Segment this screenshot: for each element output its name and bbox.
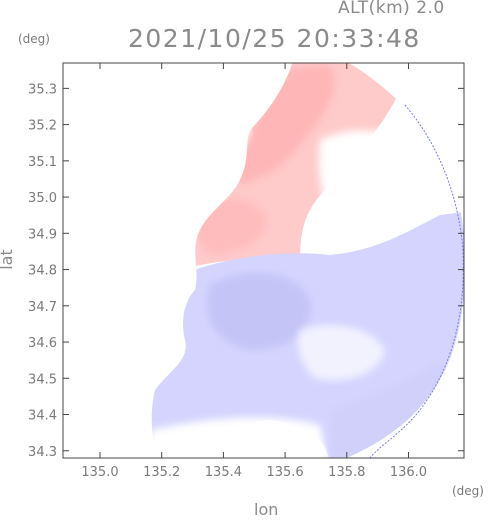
altitude-label: ALT(km) 2.0 <box>338 0 445 18</box>
y-tick-label: 34.7 <box>28 300 57 315</box>
y-tick-label: 34.5 <box>28 372 57 387</box>
y-tick-label: 35.0 <box>28 191 57 206</box>
y-axis-unit: (deg) <box>18 32 50 46</box>
positive-velocity-core <box>236 65 335 185</box>
x-tick-label: 135.0 <box>81 465 118 480</box>
negative-velocity-core <box>207 273 311 350</box>
x-tick-label: 135.8 <box>328 465 365 480</box>
y-tick-label: 34.3 <box>28 445 57 460</box>
plot-frame <box>62 62 465 459</box>
x-tick-label: 135.2 <box>143 465 180 480</box>
y-tick-label: 35.2 <box>28 119 57 134</box>
white-gap-region <box>319 130 445 226</box>
plot-area <box>63 63 464 458</box>
y-tick-label: 35.1 <box>28 155 57 170</box>
x-tick-label: 135.4 <box>205 465 242 480</box>
y-tick-label: 34.6 <box>28 336 57 351</box>
y-tick-label: 34.9 <box>28 227 57 242</box>
y-tick-label: 34.8 <box>28 264 57 279</box>
y-axis-ticks: 35.3 35.2 35.1 35.0 34.9 34.8 34.7 34.6 34.5 34.4… <box>28 82 464 460</box>
x-axis-title: lon <box>254 500 279 519</box>
radar-range-boundary <box>369 104 464 458</box>
x-axis-ticks: 135.0 135.2 135.4 135.6 135.8 136.0 <box>81 63 427 480</box>
x-tick-label: 135.6 <box>266 465 303 480</box>
lower-right-blue <box>330 360 450 458</box>
y-tick-label: 34.4 <box>28 409 57 424</box>
y-tick-label: 35.3 <box>28 82 57 97</box>
x-tick-label: 136.0 <box>390 465 427 480</box>
white-gap-region-2 <box>298 325 385 381</box>
x-axis-unit: (deg) <box>452 484 484 498</box>
timestamp-title: 2021/10/25 20:33:48 <box>128 24 421 53</box>
lower-white-region <box>151 417 330 458</box>
